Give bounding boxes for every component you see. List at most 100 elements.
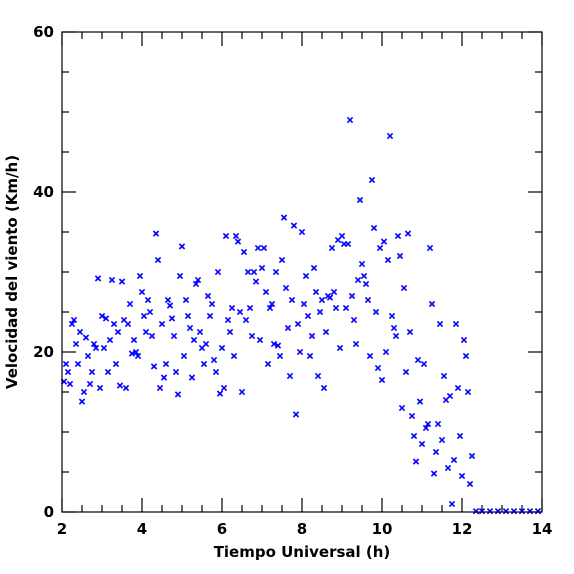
marker-stroke: [114, 328, 122, 336]
marker-stroke: [366, 352, 374, 360]
data-point: [292, 411, 300, 418]
marker-stroke: [204, 292, 212, 300]
marker-stroke: [278, 256, 286, 264]
data-point: [408, 412, 416, 420]
data-point: [182, 296, 190, 304]
marker-stroke: [342, 304, 350, 312]
marker-stroke: [256, 336, 264, 344]
marker-stroke: [124, 320, 132, 328]
marker-stroke: [130, 336, 138, 344]
marker-stroke: [526, 508, 534, 515]
data-point: [208, 300, 216, 308]
marker-stroke: [110, 320, 118, 328]
data-point: [310, 264, 318, 272]
data-point: [468, 452, 476, 460]
marker-stroke: [144, 296, 152, 304]
data-point: [382, 348, 390, 356]
marker-stroke: [234, 238, 242, 245]
data-point: [380, 238, 388, 245]
data-point: [204, 292, 212, 300]
data-point: [518, 508, 526, 515]
marker-stroke: [424, 420, 432, 428]
marker-stroke: [270, 340, 278, 348]
marker-stroke: [202, 340, 210, 348]
marker-stroke: [460, 336, 468, 344]
marker-stroke: [254, 244, 262, 252]
data-point: [138, 288, 146, 296]
marker-stroke: [282, 284, 290, 292]
data-point: [192, 280, 200, 288]
marker-stroke: [82, 334, 90, 341]
marker-stroke: [280, 214, 288, 221]
data-point: [136, 272, 144, 280]
marker-stroke: [320, 384, 328, 392]
data-point: [438, 436, 446, 444]
marker-stroke: [64, 368, 72, 376]
marker-stroke: [262, 288, 270, 296]
marker-stroke: [422, 424, 430, 432]
marker-stroke: [88, 368, 96, 376]
marker-stroke: [264, 360, 272, 368]
marker-stroke: [314, 372, 322, 380]
marker-stroke: [152, 230, 160, 237]
y-axis-label: Velocidad del viento (Km/h): [3, 155, 21, 389]
data-point: [466, 480, 474, 488]
marker-stroke: [308, 332, 316, 340]
data-point: [232, 232, 240, 240]
marker-stroke: [428, 300, 436, 308]
marker-stroke: [402, 368, 410, 376]
data-point: [72, 340, 80, 348]
data-point: [370, 224, 378, 232]
marker-stroke: [96, 384, 104, 392]
data-point: [162, 360, 170, 368]
data-markers: [60, 116, 542, 515]
marker-stroke: [132, 348, 140, 356]
marker-stroke: [494, 508, 502, 515]
data-point: [244, 268, 252, 276]
marker-stroke: [224, 316, 232, 324]
x-tick-label: 2: [57, 520, 67, 538]
data-point: [126, 300, 134, 308]
marker-stroke: [158, 320, 166, 328]
data-point: [502, 508, 510, 515]
data-point: [226, 328, 234, 336]
data-point: [430, 470, 438, 477]
data-point: [74, 360, 82, 368]
marker-stroke: [454, 384, 462, 392]
marker-stroke: [400, 284, 408, 292]
marker-stroke: [362, 280, 370, 288]
plot-frame: [61, 31, 543, 513]
data-point: [336, 344, 344, 352]
marker-stroke: [84, 352, 92, 360]
data-point: [402, 368, 410, 376]
marker-stroke: [438, 436, 446, 444]
data-point: [460, 336, 468, 344]
data-point: [86, 380, 94, 388]
marker-stroke: [146, 308, 154, 316]
marker-stroke: [276, 352, 284, 360]
data-point: [462, 352, 470, 360]
data-point: [264, 360, 272, 368]
data-point: [378, 376, 386, 384]
data-point: [278, 256, 286, 264]
marker-stroke: [410, 432, 418, 440]
axis-ticks: [61, 31, 543, 513]
data-point: [308, 332, 316, 340]
data-point: [130, 336, 138, 344]
data-point: [398, 404, 406, 412]
data-point: [76, 328, 84, 336]
marker-stroke: [376, 244, 384, 252]
y-tick-label: 20: [33, 343, 54, 361]
marker-stroke: [210, 356, 218, 364]
data-point: [132, 348, 140, 356]
data-point: [96, 384, 104, 392]
marker-stroke: [404, 230, 412, 237]
marker-stroke: [440, 372, 448, 380]
data-point: [62, 360, 70, 368]
data-point: [360, 272, 368, 280]
data-point: [424, 420, 432, 428]
marker-stroke: [322, 328, 330, 336]
marker-stroke: [214, 268, 222, 276]
marker-stroke: [456, 432, 464, 440]
